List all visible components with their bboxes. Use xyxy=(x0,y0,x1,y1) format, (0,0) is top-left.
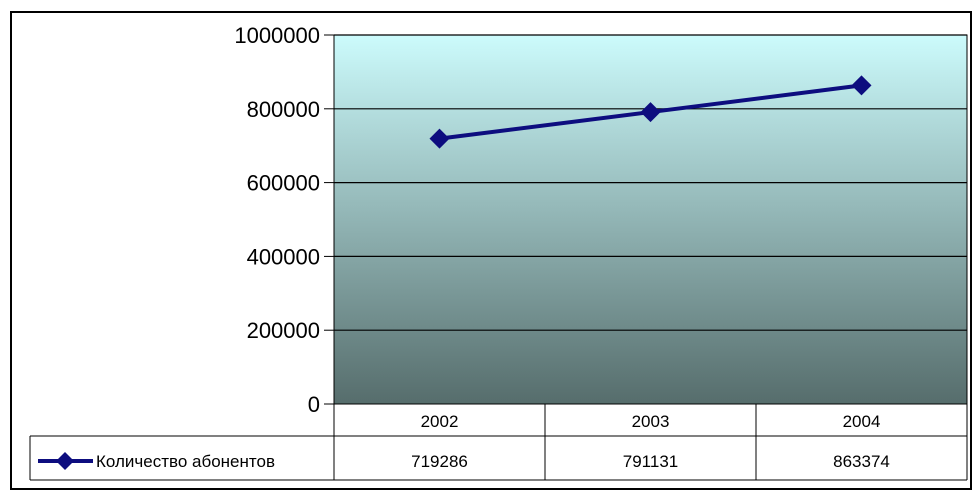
category-label: 2004 xyxy=(843,412,881,431)
y-tick-label: 600000 xyxy=(247,171,320,196)
y-tick-label: 1000000 xyxy=(234,23,320,48)
y-tick-label: 400000 xyxy=(247,244,320,269)
y-axis-tick-labels: 0 200000 400000 600000 800000 1000000 xyxy=(234,23,320,417)
data-table-value: 863374 xyxy=(833,452,890,471)
legend-entry: Количество абонентов xyxy=(38,452,275,471)
plot-area xyxy=(333,34,968,405)
y-tick-label: 0 xyxy=(308,392,320,417)
data-point-marker xyxy=(429,128,450,149)
data-table: 2002 2003 2004 719286 791131 863374 xyxy=(29,403,968,481)
y-tick-label: 200000 xyxy=(247,318,320,343)
y-tick-label: 800000 xyxy=(247,97,320,122)
series-group xyxy=(429,75,872,149)
category-label: 2003 xyxy=(632,412,670,431)
data-table-value: 719286 xyxy=(411,452,468,471)
category-label: 2002 xyxy=(421,412,459,431)
y-axis-ticks xyxy=(324,34,334,405)
gridlines xyxy=(334,34,967,331)
data-point-marker xyxy=(640,102,661,123)
data-point-marker xyxy=(851,75,872,96)
legend-diamond-icon xyxy=(56,452,74,470)
data-table-value: 791131 xyxy=(623,452,678,471)
legend-series-name: Количество абонентов xyxy=(96,452,275,471)
